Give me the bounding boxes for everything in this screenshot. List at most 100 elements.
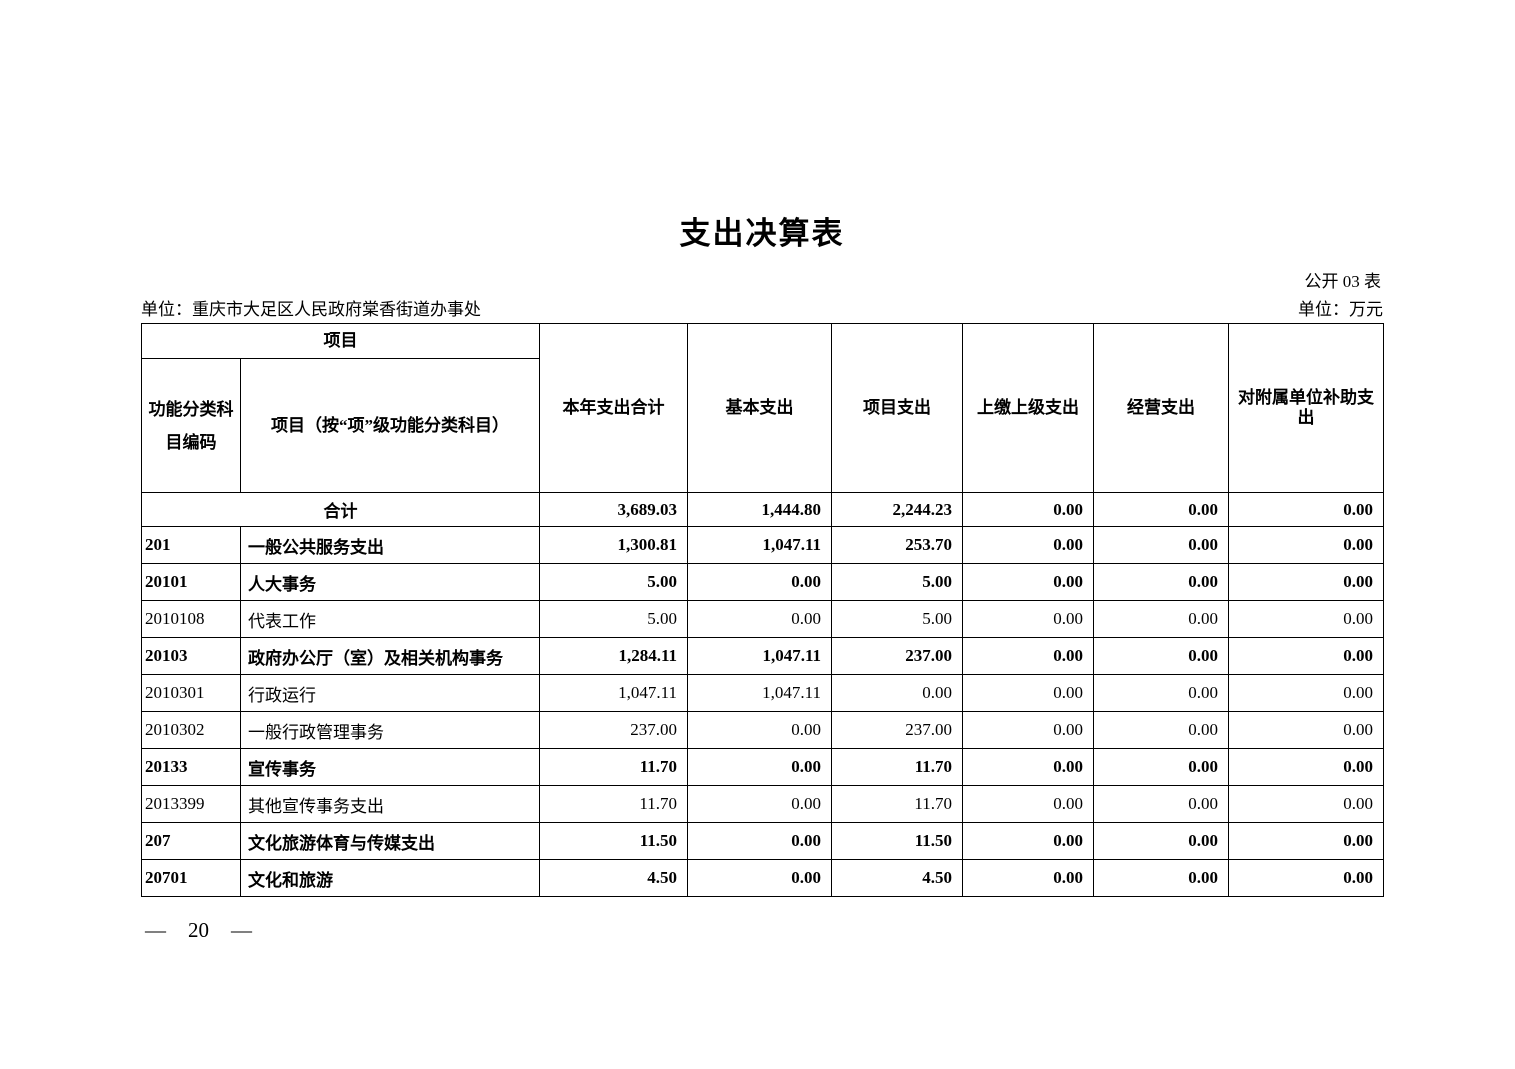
- row-value: 0.00: [831, 674, 963, 713]
- header-col-project: 项目支出: [831, 323, 963, 494]
- unit-currency-label: 单位：万元: [1298, 300, 1383, 319]
- row-value: 0.00: [1228, 563, 1384, 602]
- table-row: 2010301 行政运行 1,047.11 1,047.11 0.00 0.00 0.00 0…: [141, 674, 1384, 713]
- table-row: 207 文化旅游体育与传媒支出 11.50 0.00 11.50 0.00 0.00 0.00: [141, 822, 1384, 861]
- row-value: 0.00: [687, 822, 832, 861]
- row-value: 0.00: [687, 711, 832, 750]
- row-value: 0.00: [1093, 785, 1229, 824]
- row-value: 0.00: [687, 859, 832, 898]
- row-value: 0.00: [962, 637, 1094, 676]
- document-content: 支出决算表 公开 03 表 单位：重庆市大足区人民政府棠香街道办事处 单位：万元…: [141, 0, 1384, 898]
- table-body: 合计 3,689.03 1,444.80 2,244.23 0.00 0.00 0.00 20…: [141, 492, 1384, 898]
- row-value: 0.00: [1228, 526, 1384, 565]
- header-col-code: 功能分类科目编码: [141, 358, 241, 494]
- row-value: 0.00: [687, 785, 832, 824]
- row-value: 0.00: [1093, 492, 1229, 528]
- row-value: 0.00: [962, 563, 1094, 602]
- row-value: 2,244.23: [831, 492, 963, 528]
- row-value: 5.00: [831, 600, 963, 639]
- row-value: 0.00: [1228, 711, 1384, 750]
- page-number: 20: [188, 918, 209, 942]
- table-row: 20133 宣传事务 11.70 0.00 11.70 0.00 0.00 0.00: [141, 748, 1384, 787]
- row-item-label: 文化和旅游: [240, 859, 540, 898]
- row-value: 237.00: [831, 711, 963, 750]
- header-col-basic: 基本支出: [687, 323, 832, 494]
- row-value: 0.00: [962, 674, 1094, 713]
- row-code: 20133: [141, 748, 241, 787]
- table-row: 2010302 一般行政管理事务 237.00 0.00 237.00 0.00 0.00 0…: [141, 711, 1384, 750]
- table-row: 201 一般公共服务支出 1,300.81 1,047.11 253.70 0.00 0.0…: [141, 526, 1384, 565]
- row-value: 1,284.11: [539, 637, 688, 676]
- row-value: 1,444.80: [687, 492, 832, 528]
- row-value: 237.00: [831, 637, 963, 676]
- row-value: 0.00: [1093, 526, 1229, 565]
- row-value: 3,689.03: [539, 492, 688, 528]
- header-col-subsidy: 对附属单位补助支出: [1228, 323, 1384, 494]
- row-value: 0.00: [962, 492, 1094, 528]
- row-value: 0.00: [1228, 748, 1384, 787]
- row-value: 11.70: [831, 748, 963, 787]
- row-code: 2010302: [141, 711, 241, 750]
- row-value: 11.70: [539, 785, 688, 824]
- page-title: 支出决算表: [679, 216, 845, 251]
- row-value: 11.50: [539, 822, 688, 861]
- header-col-total: 本年支出合计: [539, 323, 688, 494]
- row-value: 0.00: [1228, 785, 1384, 824]
- header-col-item: 项目（按“项”级功能分类科目）: [240, 358, 540, 494]
- row-value: 1,300.81: [539, 526, 688, 565]
- row-value: 0.00: [962, 785, 1094, 824]
- table-label: 公开 03 表: [1304, 272, 1382, 291]
- row-value: 11.70: [539, 748, 688, 787]
- row-value: 1,047.11: [687, 526, 832, 565]
- row-item-label: 代表工作: [240, 600, 540, 639]
- row-item-label: 政府办公厅（室）及相关机构事务: [240, 637, 540, 676]
- header-col-operating: 经营支出: [1093, 323, 1229, 494]
- page-number-footer: — 20 —: [145, 918, 252, 943]
- table-row: 2010108 代表工作 5.00 0.00 5.00 0.00 0.00 0.00: [141, 600, 1384, 639]
- row-code: 20101: [141, 563, 241, 602]
- row-value: 5.00: [831, 563, 963, 602]
- unit-row: 单位：重庆市大足区人民政府棠香街道办事处 单位：万元: [141, 300, 1383, 320]
- row-value: 0.00: [1093, 563, 1229, 602]
- row-code: 20103: [141, 637, 241, 676]
- row-value: 0.00: [962, 600, 1094, 639]
- row-item-label: 文化旅游体育与传媒支出: [240, 822, 540, 861]
- row-value: 0.00: [687, 748, 832, 787]
- table-row: 20103 政府办公厅（室）及相关机构事务 1,284.11 1,047.11 237.…: [141, 637, 1384, 676]
- row-code: 2010301: [141, 674, 241, 713]
- footer-dash-right: —: [231, 918, 252, 942]
- row-code: 201: [141, 526, 241, 565]
- row-item-label: 一般公共服务支出: [240, 526, 540, 565]
- table-row: 20101 人大事务 5.00 0.00 5.00 0.00 0.00 0.00: [141, 563, 1384, 602]
- header-row-group: 项目 本年支出合计 基本支出 项目支出 上缴上级支出 经营支出 对附属单位补助支…: [141, 323, 1384, 494]
- row-value: 0.00: [687, 600, 832, 639]
- row-value: 1,047.11: [687, 637, 832, 676]
- row-item-label: 人大事务: [240, 563, 540, 602]
- table-header: 项目 本年支出合计 基本支出 项目支出 上缴上级支出 经营支出 对附属单位补助支…: [141, 323, 1384, 494]
- row-value: 0.00: [687, 563, 832, 602]
- row-value: 0.00: [1093, 822, 1229, 861]
- row-value: 0.00: [1228, 600, 1384, 639]
- row-code: 207: [141, 822, 241, 861]
- row-value: 237.00: [539, 711, 688, 750]
- unit-name-label: 单位：重庆市大足区人民政府棠香街道办事处: [141, 300, 481, 319]
- row-value: 5.00: [539, 600, 688, 639]
- row-value: 5.00: [539, 563, 688, 602]
- row-value: 4.50: [539, 859, 688, 898]
- row-value: 0.00: [1093, 748, 1229, 787]
- row-value: 0.00: [1093, 711, 1229, 750]
- row-value: 0.00: [1093, 600, 1229, 639]
- row-value: 0.00: [962, 859, 1094, 898]
- row-item-label: 其他宣传事务支出: [240, 785, 540, 824]
- expenditure-table: 项目 本年支出合计 基本支出 项目支出 上缴上级支出 经营支出 对附属单位补助支…: [141, 323, 1384, 898]
- row-value: 0.00: [962, 748, 1094, 787]
- row-code: 20701: [141, 859, 241, 898]
- row-value: 0.00: [962, 526, 1094, 565]
- header-col-upper: 上缴上级支出: [962, 323, 1094, 494]
- row-code: 2013399: [141, 785, 241, 824]
- row-value: 0.00: [1093, 637, 1229, 676]
- row-value: 1,047.11: [687, 674, 832, 713]
- row-value: 0.00: [962, 711, 1094, 750]
- row-value: 11.70: [831, 785, 963, 824]
